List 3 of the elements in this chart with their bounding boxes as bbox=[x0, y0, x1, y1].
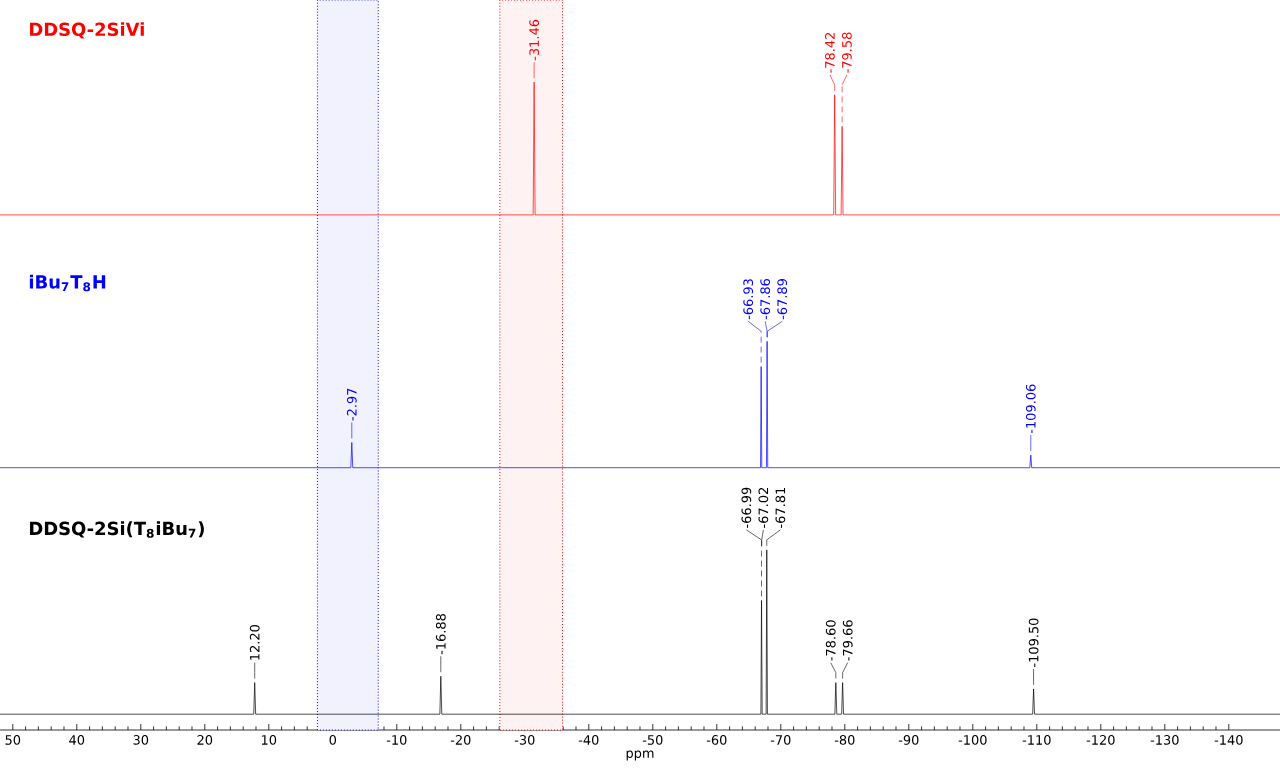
text: iBu$_{7}$T$_{8}$H bbox=[29, 274, 106, 292]
text: DDSQ-2SiVi bbox=[30, 22, 144, 39]
text: DDSQ-2Si(T$_{8}$iBu$_{7}$) bbox=[30, 521, 204, 538]
